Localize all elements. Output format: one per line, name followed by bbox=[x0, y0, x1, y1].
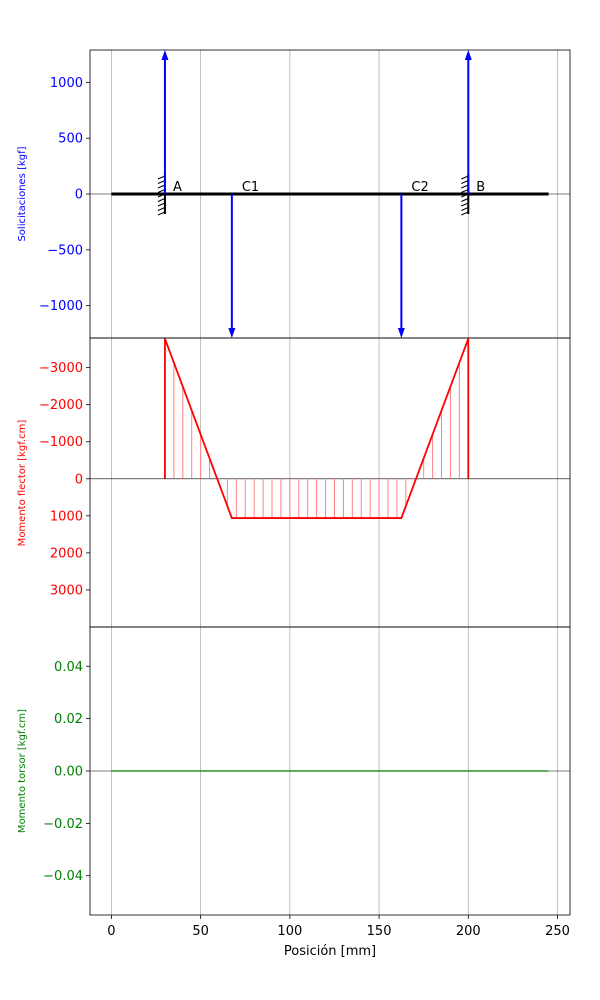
x-tick-label-1: 50 bbox=[192, 924, 209, 939]
force-label-C2: C2 bbox=[411, 180, 428, 195]
y-tick-label-1: −0.02 bbox=[43, 817, 83, 832]
y-tick-label-1: −500 bbox=[47, 243, 83, 258]
y-tick-label-4: 1000 bbox=[50, 509, 83, 524]
support-A-hatch-1 bbox=[157, 180, 166, 184]
bending-moment-line bbox=[164, 338, 470, 519]
force-arrowhead-2 bbox=[397, 328, 405, 338]
y-tick-label-4: 0.04 bbox=[54, 660, 83, 675]
forces-y-axis-label: Solicitaciones [kgf] bbox=[17, 146, 28, 241]
y-tick-label-0: −1000 bbox=[39, 299, 83, 314]
support-A-hatch-6 bbox=[157, 202, 166, 207]
support-B-hatch-0 bbox=[461, 175, 469, 180]
x-tick-label-0: 0 bbox=[107, 924, 115, 939]
support-B-hatch-6 bbox=[461, 202, 469, 207]
support-A-hatch-7 bbox=[157, 207, 166, 211]
y-tick-label-2: −1000 bbox=[39, 435, 83, 450]
y-tick-label-1: −2000 bbox=[39, 398, 83, 413]
support-A-hatch-5 bbox=[157, 198, 166, 202]
bending-y-axis-label: Momento flector [kgf.cm] bbox=[17, 420, 28, 547]
y-tick-label-3: 0.02 bbox=[54, 712, 83, 727]
y-tick-label-3: 500 bbox=[58, 132, 83, 147]
support-label-A: A bbox=[173, 180, 182, 195]
force-label-C1: C1 bbox=[242, 180, 259, 195]
y-tick-label-0: −3000 bbox=[39, 361, 83, 376]
support-label-B: B bbox=[476, 180, 485, 195]
torsion-moment-panel: −0.04 −0.02 0.00 0.02 0.04 bbox=[43, 626, 571, 916]
axes-frame bbox=[89, 337, 571, 628]
force-arrowhead-0 bbox=[161, 50, 169, 60]
x-axis-ticks: 0 50 100 150 200 250 bbox=[107, 915, 570, 939]
support-B-hatch-5 bbox=[461, 198, 469, 202]
support-A-hatch-0 bbox=[157, 175, 166, 180]
support-B-hatch-2 bbox=[461, 184, 469, 189]
y-tick-label-4: 1000 bbox=[50, 76, 83, 91]
support-B-hatch-8 bbox=[461, 211, 469, 216]
support-A-hatch-2 bbox=[157, 184, 166, 189]
bending-moment-panel: −3000 −2000 −1000 0 1000 2000 3000 bbox=[39, 337, 571, 628]
forces-panel: −1000 −500 0 500 1000 A B C1 C2 bbox=[39, 49, 571, 339]
y-tick-label-5: 2000 bbox=[50, 546, 83, 561]
x-tick-label-2: 100 bbox=[277, 924, 302, 939]
axes-frame bbox=[89, 626, 571, 916]
y-tick-label-2: 0.00 bbox=[54, 765, 83, 780]
force-arrowhead-3 bbox=[464, 50, 472, 60]
support-B-hatch-4 bbox=[461, 193, 469, 198]
x-tick-label-3: 150 bbox=[367, 924, 392, 939]
support-B-hatch-1 bbox=[461, 180, 469, 184]
support-B-hatch-3 bbox=[461, 189, 469, 193]
torsion-y-axis-label: Momento torsor [kgf.cm] bbox=[17, 709, 28, 833]
x-axis-label: Posición [mm] bbox=[284, 944, 376, 959]
support-A-hatch-4 bbox=[157, 193, 166, 198]
y-tick-label-3: 0 bbox=[75, 472, 83, 487]
y-tick-label-6: 3000 bbox=[50, 583, 83, 598]
y-tick-label-0: −0.04 bbox=[43, 869, 83, 884]
force-arrowhead-1 bbox=[228, 328, 236, 338]
x-tick-label-4: 200 bbox=[456, 924, 481, 939]
support-B-hatch-7 bbox=[461, 207, 469, 211]
x-tick-label-5: 250 bbox=[545, 924, 570, 939]
support-A-hatch-8 bbox=[157, 211, 166, 216]
y-tick-label-2: 0 bbox=[75, 188, 83, 203]
support-A-hatch-3 bbox=[157, 189, 166, 193]
